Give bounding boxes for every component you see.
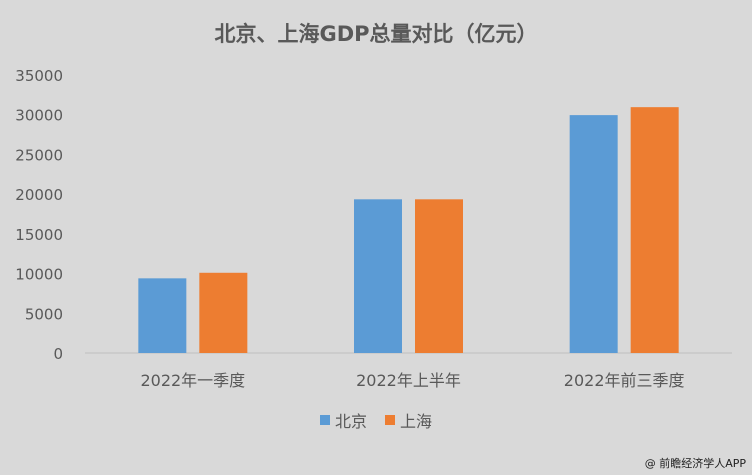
legend-item-beijing: 北京	[319, 408, 367, 432]
y-tick-label: 35000	[15, 67, 63, 85]
legend-swatch-shanghai	[385, 415, 395, 425]
bar-shanghai	[199, 272, 248, 353]
y-tick-label: 5000	[25, 305, 63, 323]
bar-beijing	[569, 115, 618, 354]
y-tick-label: 15000	[15, 226, 63, 244]
x-tick-label: 2022年上半年	[356, 371, 461, 390]
bar-shanghai	[630, 107, 679, 353]
legend-swatch-beijing	[319, 415, 330, 425]
bar-shanghai	[415, 199, 463, 353]
legend: 北京 上海	[0, 408, 752, 432]
x-tick-label: 2022年一季度	[140, 371, 245, 390]
watermark: @ 前瞻经济学人APP	[644, 457, 746, 470]
x-tick-label: 2022年前三季度	[564, 371, 685, 390]
legend-item-shanghai: 上海	[385, 408, 432, 432]
bar-beijing	[354, 199, 402, 353]
y-tick-label: 25000	[15, 146, 63, 164]
y-tick-label: 20000	[15, 186, 63, 204]
bar-beijing	[138, 278, 187, 353]
y-tick-label: 0	[53, 345, 63, 363]
y-tick-label: 10000	[15, 266, 63, 284]
y-tick-label: 30000	[15, 107, 63, 125]
chart-title: 北京、上海GDP总量对比（亿元）	[214, 22, 538, 46]
legend-label-shanghai: 上海	[400, 412, 433, 431]
legend-label-beijing: 北京	[334, 412, 367, 431]
